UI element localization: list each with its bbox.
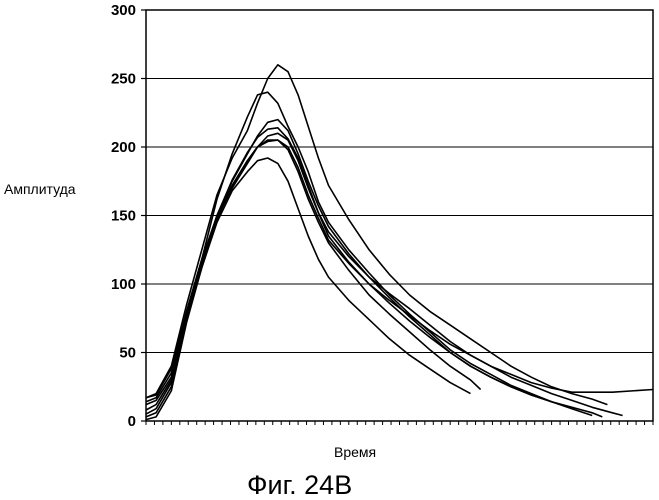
y-axis-label: Амплитуда: [4, 181, 76, 197]
series-line-8: [146, 128, 602, 417]
y-tick-label: 200: [111, 139, 136, 156]
x-axis-label: Время: [334, 444, 376, 460]
y-tick-label: 0: [128, 413, 136, 430]
series-line-3: [146, 140, 653, 402]
series-group: [146, 65, 653, 420]
y-tick-labels: 0 50 100 150 200 250 300: [111, 2, 136, 430]
series-line-1: [146, 92, 592, 415]
series-line-4: [146, 133, 623, 415]
y-tick-label: 250: [111, 71, 136, 88]
y-tick-label: 150: [111, 208, 136, 225]
y-tick-label: 50: [119, 345, 136, 362]
series-line-2: [146, 65, 607, 405]
figure-caption: Фиг. 24В: [247, 470, 352, 500]
y-tick-label: 300: [111, 2, 136, 19]
y-tick-label: 100: [111, 276, 136, 293]
